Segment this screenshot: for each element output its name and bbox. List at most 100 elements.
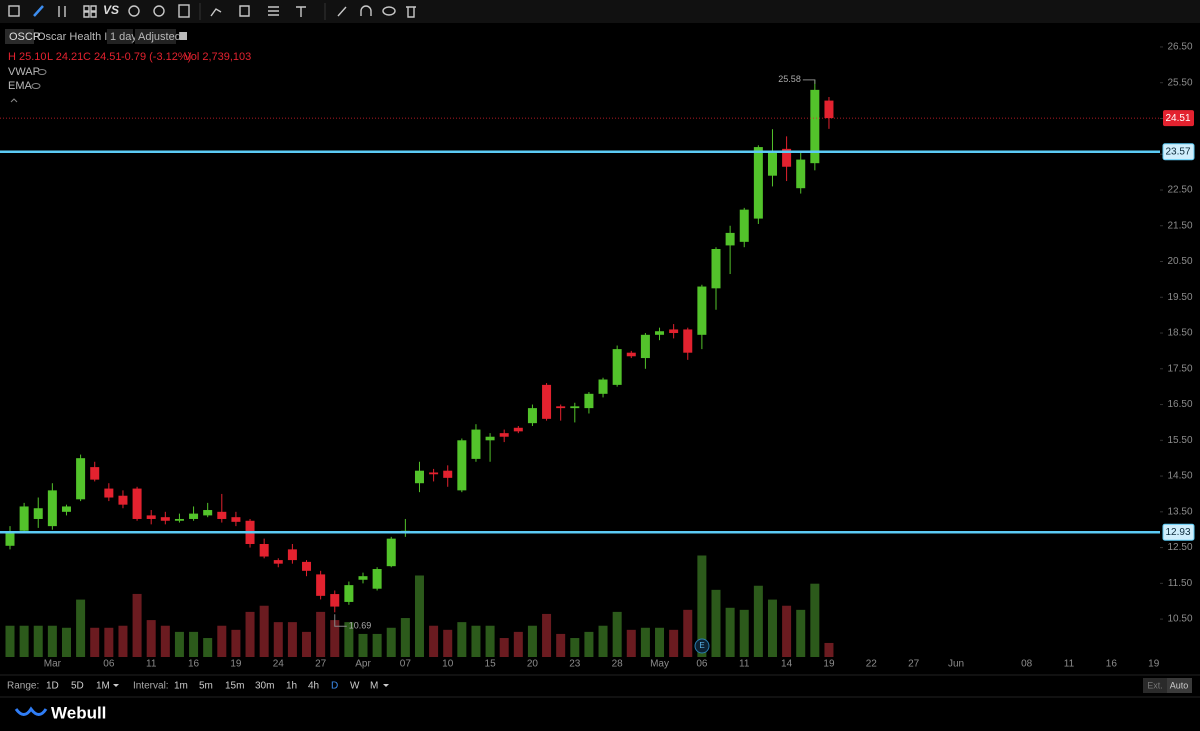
candle-body — [33, 508, 43, 519]
candle-body — [160, 517, 170, 521]
symbol: OSCR — [9, 31, 41, 43]
volume-bar — [344, 622, 354, 657]
candle-body — [697, 286, 707, 335]
volume-bar — [160, 625, 170, 657]
volume-bar — [810, 583, 820, 657]
volume-bar — [612, 611, 622, 657]
interval-option[interactable]: D — [331, 681, 338, 692]
volume-bar — [499, 638, 509, 657]
interval-option[interactable]: 4h — [308, 681, 319, 692]
x-tick-label: 24 — [273, 659, 285, 670]
tool-icon[interactable] — [8, 5, 20, 17]
x-tick-label: May — [650, 659, 669, 670]
tool-icon[interactable] — [239, 5, 250, 17]
candle-body — [76, 458, 86, 500]
dropdown-caret[interactable] — [113, 684, 119, 687]
tool-icon[interactable] — [382, 6, 396, 16]
interval-option[interactable]: 15m — [225, 681, 244, 692]
candle-body — [146, 515, 156, 519]
low-annotation: 10.69 — [349, 621, 372, 631]
earnings-label[interactable]: E — [699, 641, 704, 650]
x-tick-label: 22 — [866, 659, 878, 670]
tool-icon[interactable] — [178, 4, 190, 18]
volume-bar — [146, 620, 156, 657]
visibility-icon[interactable] — [37, 69, 47, 75]
visibility-icon[interactable] — [31, 83, 41, 89]
volume-bar — [47, 625, 57, 657]
tool-icon[interactable] — [83, 5, 97, 18]
range-option[interactable]: 5D — [71, 681, 84, 692]
volume-bar — [626, 629, 636, 657]
volume-bar — [5, 625, 15, 657]
tool-icon[interactable] — [268, 6, 279, 16]
candle-body — [485, 436, 495, 441]
quote-item: Vol 2,739,103 — [184, 51, 251, 63]
dropdown-caret[interactable] — [383, 684, 389, 687]
tool-icon[interactable] — [406, 6, 416, 18]
y-tick-label: 19.50 — [1167, 292, 1192, 303]
tool-icon[interactable] — [210, 8, 222, 17]
tool-icon[interactable] — [296, 6, 306, 17]
volume-bar — [217, 625, 227, 657]
x-tick-label: 27 — [315, 659, 327, 670]
volume-bar — [542, 613, 552, 657]
interval-label: Interval: — [133, 681, 169, 692]
x-tick-label: 28 — [612, 659, 624, 670]
volume-bar — [132, 593, 142, 657]
annotation-leader — [334, 614, 347, 627]
candle-body — [104, 488, 114, 498]
session-box[interactable] — [1167, 678, 1192, 693]
session-box[interactable] — [1143, 678, 1167, 693]
volume-bar — [174, 631, 184, 657]
price-label-box — [1162, 523, 1195, 541]
volume-bar — [189, 631, 199, 657]
indicator: EMA — [8, 80, 33, 92]
tool-icon[interactable] — [128, 5, 140, 17]
tool-icon[interactable] — [153, 5, 165, 17]
brand: Webull — [51, 703, 106, 722]
candle-body — [429, 472, 439, 475]
y-tick-label: 13.50 — [1167, 506, 1192, 517]
candle-body — [203, 510, 213, 516]
price-label: 12.93 — [1165, 527, 1190, 538]
range-option[interactable]: 1M — [96, 681, 110, 692]
interval-option[interactable]: W — [350, 681, 360, 692]
interval-option[interactable]: 5m — [199, 681, 213, 692]
interval-option[interactable]: 30m — [255, 681, 274, 692]
collapse-icon[interactable] — [10, 98, 18, 103]
candle-body — [725, 232, 735, 246]
candle-body — [556, 406, 566, 409]
candle-body — [231, 517, 241, 522]
tool-icon[interactable] — [337, 6, 347, 17]
volume-bar — [316, 611, 326, 657]
candle-body — [273, 560, 283, 564]
controls: Range: 1D 5D 1M Interval: 1m 5m 15m 30m 1h 4h D W M Ex… — [7, 678, 1192, 693]
info-icon[interactable] — [180, 32, 187, 40]
earnings-marker[interactable] — [694, 638, 710, 654]
volume-bar — [584, 631, 594, 657]
period-box[interactable] — [107, 29, 133, 44]
adjustment[interactable]: Adjusted — [138, 31, 181, 43]
compare-button[interactable]: VS — [103, 3, 119, 17]
interval-option[interactable]: 1h — [286, 681, 297, 692]
period[interactable]: 1 day — [110, 31, 137, 43]
interval-option[interactable]: M — [370, 681, 378, 692]
x-tick-label: 06 — [103, 659, 115, 670]
tool-icon[interactable] — [360, 5, 372, 16]
range-option[interactable]: 1D — [46, 681, 59, 692]
price-label: 24.51 — [1165, 113, 1190, 124]
volume-bar — [118, 625, 128, 657]
tool-icon[interactable] — [33, 5, 44, 17]
x-tick-label: 07 — [400, 659, 412, 670]
candle-body — [499, 433, 509, 437]
session-option[interactable]: Ext. — [1147, 680, 1163, 690]
volume-bar — [640, 627, 650, 657]
volume-bar — [753, 585, 763, 657]
y-tick-label: 21.50 — [1167, 220, 1192, 231]
interval-option[interactable]: 1m — [174, 681, 188, 692]
candle-body — [358, 576, 368, 580]
tool-icon[interactable] — [58, 6, 66, 17]
adjustment-box[interactable] — [135, 29, 176, 44]
session-option[interactable]: Auto — [1170, 680, 1189, 690]
candle-body — [711, 248, 721, 289]
